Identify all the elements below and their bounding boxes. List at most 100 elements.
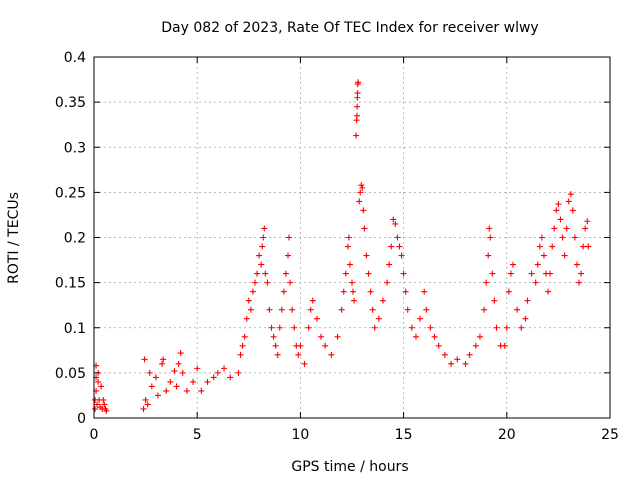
roti-point xyxy=(561,252,568,259)
roti-point xyxy=(402,288,409,295)
roti-point xyxy=(198,387,205,394)
roti-point xyxy=(163,387,170,394)
roti-point xyxy=(245,297,252,304)
roti-point xyxy=(505,288,512,295)
roti-point xyxy=(454,356,461,363)
roti-point xyxy=(285,252,292,259)
roti-point xyxy=(167,378,174,385)
y-tick-label: 0.35 xyxy=(55,95,86,111)
roti-point xyxy=(487,234,494,241)
roti-point xyxy=(571,234,578,241)
roti-point xyxy=(576,279,583,286)
roti-point xyxy=(313,315,320,322)
roti-point xyxy=(421,288,428,295)
roti-point xyxy=(481,306,488,313)
x-tick-label: 10 xyxy=(291,427,309,443)
roti-point xyxy=(307,306,314,313)
roti-point xyxy=(144,401,151,408)
roti-point xyxy=(154,392,161,399)
roti-point xyxy=(514,306,521,313)
roti-point xyxy=(309,297,316,304)
roti-point xyxy=(103,407,110,414)
plot-frame xyxy=(93,56,611,419)
roti-point xyxy=(555,201,562,208)
roti-point xyxy=(375,315,382,322)
roti-point xyxy=(582,225,589,232)
roti-point xyxy=(569,207,576,214)
roti-point xyxy=(204,378,211,385)
roti-point xyxy=(342,270,349,277)
roti-point xyxy=(486,225,493,232)
roti-point xyxy=(291,324,298,331)
roti-point xyxy=(264,279,271,286)
roti-point xyxy=(573,261,580,268)
roti-point xyxy=(404,306,411,313)
roti-point xyxy=(367,288,374,295)
roti-point xyxy=(396,243,403,250)
roti-point xyxy=(328,351,335,358)
roti-point xyxy=(549,243,556,250)
roti-point xyxy=(270,333,277,340)
x-tick-label: 0 xyxy=(90,427,99,443)
roti-point xyxy=(95,378,102,385)
roti-point xyxy=(344,243,351,250)
roti-point xyxy=(98,383,105,390)
roti-point xyxy=(355,79,362,86)
roti-point xyxy=(528,270,535,277)
roti-point xyxy=(274,351,281,358)
roti-point xyxy=(305,324,312,331)
roti-point xyxy=(146,369,153,376)
roti-point xyxy=(491,297,498,304)
roti-point xyxy=(448,360,455,367)
chart-title: Day 082 of 2023, Rate Of TEC Index for r… xyxy=(161,20,538,36)
roti-point xyxy=(289,306,296,313)
roti-point xyxy=(254,270,261,277)
roti-point xyxy=(489,270,496,277)
roti-point xyxy=(295,351,302,358)
roti-point xyxy=(360,207,367,214)
roti-point xyxy=(534,261,541,268)
roti-point xyxy=(536,243,543,250)
roti-point xyxy=(171,368,178,375)
roti-point xyxy=(354,103,361,110)
roti-point xyxy=(503,324,510,331)
roti-point xyxy=(563,225,570,232)
roti-point xyxy=(357,189,364,196)
roti-point xyxy=(538,234,545,241)
roti-point xyxy=(152,374,159,381)
roti-point xyxy=(272,342,279,349)
roti-point xyxy=(476,333,483,340)
roti-point xyxy=(384,279,391,286)
y-tick-label: 0.4 xyxy=(64,50,86,66)
roti-point xyxy=(427,324,434,331)
roti-point xyxy=(235,369,242,376)
axis-ticks: 0 5 10 15 20 25 0 0.05 0.1 0.15 0.2 0.25 0.3 0.35 0.4 xyxy=(55,50,619,443)
roti-point xyxy=(392,220,399,227)
roti-point xyxy=(247,306,254,313)
y-tick-label: 0.3 xyxy=(64,140,86,156)
roti-point xyxy=(243,315,250,322)
roti-point xyxy=(179,369,186,376)
roti-point xyxy=(557,216,564,223)
roti-point xyxy=(173,383,180,390)
roti-point xyxy=(241,333,248,340)
roti-point xyxy=(280,288,287,295)
roti-point xyxy=(214,369,221,376)
roti-point xyxy=(259,243,266,250)
roti-point xyxy=(353,132,360,139)
roti-point xyxy=(286,234,293,241)
roti-point xyxy=(584,218,591,225)
roti-point xyxy=(338,306,345,313)
roti-point xyxy=(365,270,372,277)
roti-point xyxy=(540,252,547,259)
roti-point xyxy=(159,360,166,367)
roti-point xyxy=(567,191,574,198)
x-tick-label: 15 xyxy=(395,427,413,443)
roti-point xyxy=(585,243,592,250)
x-tick-label: 20 xyxy=(498,427,516,443)
roti-point xyxy=(183,387,190,394)
roti-point xyxy=(322,342,329,349)
roti-point xyxy=(354,90,361,97)
roti-point xyxy=(142,396,149,403)
